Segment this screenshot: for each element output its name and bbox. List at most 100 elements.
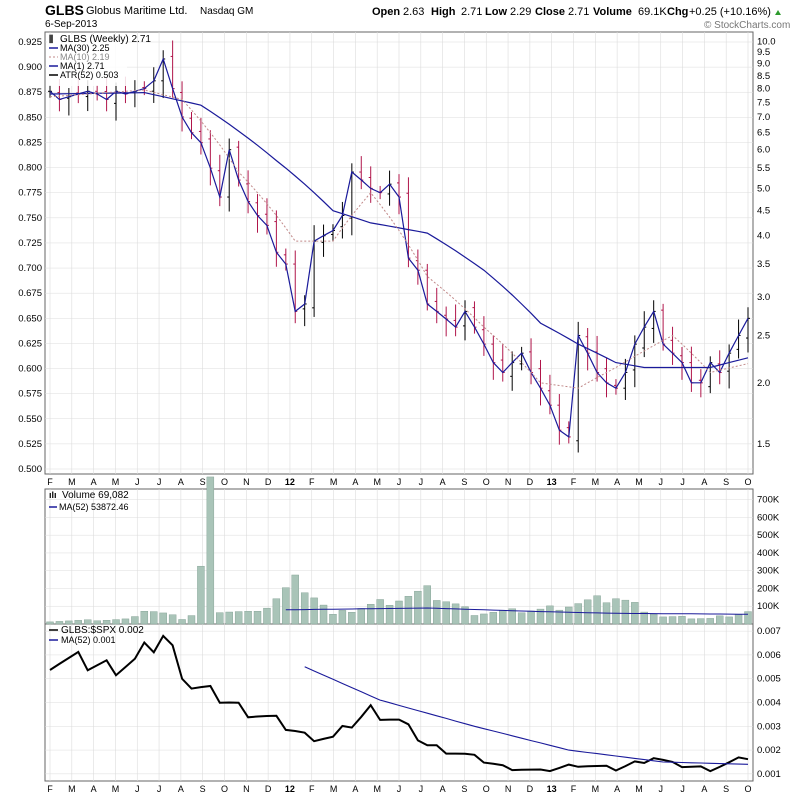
x-tick-label: F — [571, 784, 577, 794]
volume-bar — [574, 603, 582, 625]
volume-bar — [546, 605, 554, 625]
price-legend: ⫼ GLBS (Weekly) 2.71 MA(30) 2.25 MA(10) … — [47, 34, 151, 86]
x-tick-label: A — [614, 784, 620, 794]
x-tick-label: M — [373, 784, 381, 794]
volume-tick-label: 100K — [757, 601, 780, 612]
right-tick-label: 7.0 — [757, 112, 770, 123]
left-tick-label: 0.625 — [18, 338, 42, 349]
x-tick-label: A — [352, 784, 358, 794]
volume-bar — [555, 609, 564, 625]
volume-bar — [348, 612, 356, 625]
volume-bar — [244, 611, 252, 625]
left-tick-label: 0.650 — [18, 313, 42, 324]
volume-tick-label: 700K — [757, 495, 780, 506]
x-tick-label: S — [461, 477, 467, 487]
x-tick-label: A — [440, 477, 446, 487]
volume-bar — [489, 612, 498, 625]
volume-bar — [734, 614, 743, 625]
volume-bar — [121, 618, 130, 625]
volume-tick-label: 400K — [757, 548, 780, 559]
volume-bar — [621, 599, 630, 625]
right-tick-label: 2.0 — [757, 378, 770, 389]
right-tick-label: 7.5 — [757, 97, 770, 108]
x-tick-label: J — [157, 477, 162, 487]
volume-bar — [272, 598, 281, 625]
volume-bar — [433, 600, 441, 625]
volume-bar — [480, 613, 488, 625]
volume-bar — [536, 608, 545, 625]
x-tick-label: J — [680, 784, 685, 794]
x-tick-label: O — [744, 784, 751, 794]
x-tick-label: M — [112, 477, 120, 487]
volume-bar — [197, 565, 205, 625]
close-label: Close — [535, 6, 565, 18]
x-tick-label: S — [200, 477, 206, 487]
volume-bar — [423, 585, 431, 625]
legend-ma10: MA(10) 2.19 — [60, 52, 110, 62]
left-tick-label: 0.800 — [18, 163, 42, 174]
volume-ma-line — [285, 607, 748, 615]
legend-volume: Volume 69,082 — [62, 490, 129, 501]
volume-bar — [470, 615, 479, 625]
volume-bar — [565, 606, 573, 625]
volume-bar — [329, 614, 337, 625]
volume-bar — [442, 601, 450, 625]
x-tick-label: J — [397, 784, 402, 794]
volume-bar — [508, 608, 516, 625]
x-tick-label: M — [330, 477, 338, 487]
x-tick-label: J — [397, 477, 402, 487]
volume-bar — [376, 599, 384, 625]
volume-bar — [84, 619, 92, 625]
volume-bar — [367, 604, 375, 625]
legend-atr: ATR(52) 0.503 — [60, 70, 118, 80]
volume-bar — [593, 595, 601, 625]
x-tick-label: M — [592, 784, 600, 794]
x-tick-label: M — [635, 477, 643, 487]
volume-bar — [640, 611, 648, 625]
volume-bar — [385, 605, 394, 625]
close-value: 2.71 — [568, 6, 589, 18]
volume-bar — [744, 611, 752, 625]
volume-bar — [659, 616, 667, 625]
x-tick-label: D — [527, 784, 534, 794]
x-tick-label: M — [68, 477, 76, 487]
open-value: 2.63 — [403, 6, 424, 18]
volume-bar — [253, 611, 262, 625]
right-tick-label: 4.0 — [757, 231, 770, 242]
left-tick-label: 0.725 — [18, 238, 42, 249]
legend-ratio: GLBS:$SPX 0.002 — [61, 625, 144, 636]
company-name: Globus Maritime Ltd. — [86, 5, 187, 17]
left-tick-label: 0.500 — [18, 464, 42, 475]
volume-bar — [649, 613, 658, 625]
left-tick-label: 0.775 — [18, 188, 42, 199]
ratio-tick-label: 0.007 — [757, 626, 781, 637]
watermark: © StockCharts.com — [704, 20, 790, 31]
ma10-line — [49, 89, 749, 389]
right-tick-label: 6.5 — [757, 128, 770, 139]
x-tick-label: S — [723, 784, 729, 794]
volume-bar — [225, 611, 233, 625]
x-tick-label: A — [178, 784, 184, 794]
left-tick-label: 0.875 — [18, 87, 42, 98]
x-tick-label: M — [112, 784, 120, 794]
ratio-tick-label: 0.001 — [757, 769, 781, 780]
x-tick-label: D — [265, 784, 272, 794]
legend-ratio-ma: MA(52) 0.001 — [61, 635, 116, 645]
right-tick-label: 1.5 — [757, 439, 770, 450]
volume-bar — [451, 603, 460, 625]
x-tick-label: S — [723, 477, 729, 487]
right-tick-label: 8.0 — [757, 84, 770, 95]
left-tick-label: 0.825 — [18, 137, 42, 148]
x-tick-label: O — [483, 477, 490, 487]
volume-legend: ılı Volume 69,082 MA(52) 53872.46 — [49, 490, 129, 512]
x-tick-label: J — [680, 477, 685, 487]
volume-bar — [612, 598, 620, 625]
volume-bar — [65, 620, 73, 625]
x-tick-label: J — [419, 477, 424, 487]
x-tick-label: A — [178, 477, 184, 487]
ratio-tick-label: 0.003 — [757, 721, 781, 732]
x-tick-label: D — [527, 477, 534, 487]
ratio-line — [49, 634, 749, 773]
right-tick-label: 6.0 — [757, 145, 770, 156]
x-tick-label: J — [157, 784, 162, 794]
